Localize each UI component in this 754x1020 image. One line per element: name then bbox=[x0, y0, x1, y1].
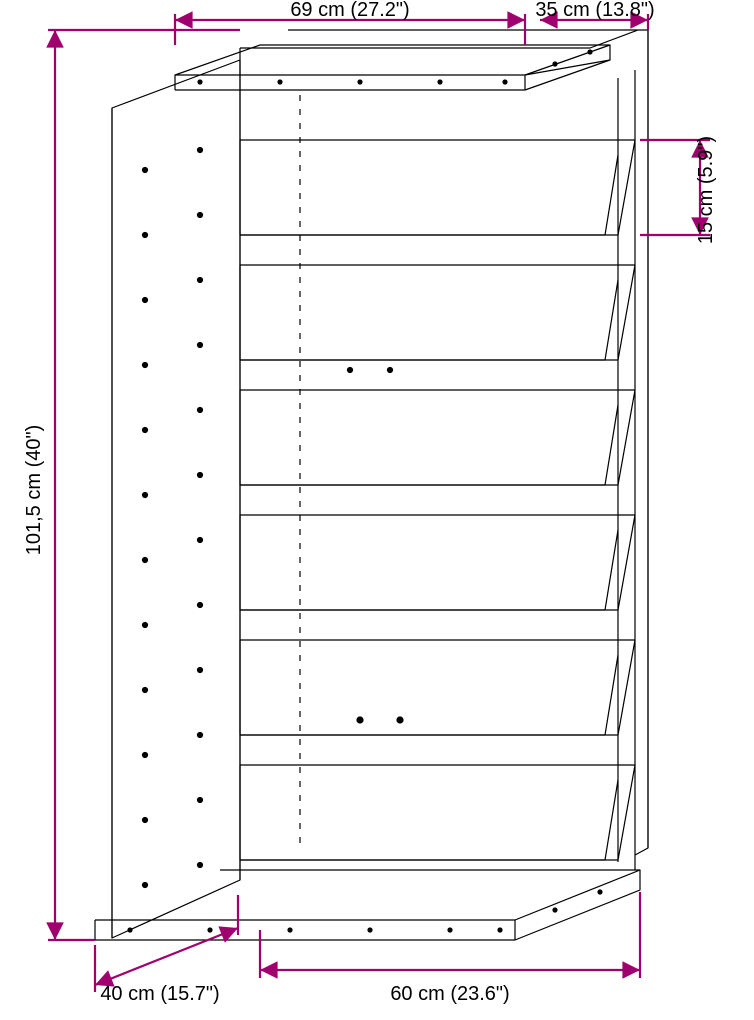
label-base-depth: 40 cm (15.7") bbox=[100, 983, 219, 1005]
furniture-outline bbox=[95, 30, 648, 940]
label-base-width: 60 cm (23.6") bbox=[390, 983, 509, 1005]
side-panel-holes bbox=[143, 148, 203, 888]
dimension-drawing: 69 cm (27.2") 35 cm (13.8") 15 cm (5.9")… bbox=[0, 0, 754, 1020]
dimension-lines bbox=[48, 14, 710, 992]
label-shelf-height: 15 cm (5.9") bbox=[695, 136, 717, 244]
dimension-labels: 69 cm (27.2") 35 cm (13.8") 15 cm (5.9")… bbox=[23, 0, 717, 1005]
label-total-height: 101,5 cm (40") bbox=[23, 425, 45, 556]
label-top-depth: 35 cm (13.8") bbox=[535, 0, 654, 21]
drawing-svg: 69 cm (27.2") 35 cm (13.8") 15 cm (5.9")… bbox=[0, 0, 754, 1020]
shelves bbox=[240, 140, 635, 860]
label-top-width: 69 cm (27.2") bbox=[290, 0, 409, 21]
